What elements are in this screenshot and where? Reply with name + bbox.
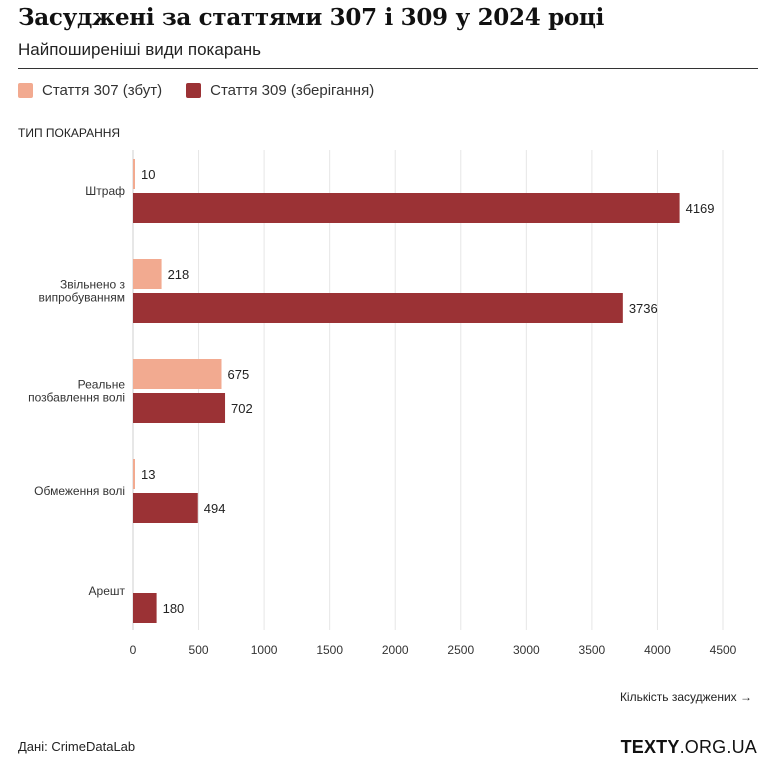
data-label: 494 (204, 501, 226, 516)
category-label: Арешт (89, 584, 126, 598)
brand-logo: TEXTY.ORG.UA (621, 737, 757, 758)
category-label: випробуванням (39, 291, 125, 305)
category-label: Звільнено з (60, 278, 125, 292)
data-label: 4169 (686, 201, 715, 216)
chart-title: Засуджені за статтями 307 і 309 у 2024 р… (18, 4, 605, 31)
category-label: Штраф (85, 184, 125, 198)
bar (133, 359, 222, 389)
data-label: 702 (231, 401, 253, 416)
brand-name: TEXTY (620, 737, 680, 757)
data-label: 218 (168, 267, 190, 282)
data-label: 675 (228, 367, 250, 382)
x-tick-label: 0 (130, 643, 137, 657)
bar (133, 459, 135, 489)
source-note: Дані: CrimeDataLab (18, 739, 136, 754)
bar (133, 293, 623, 323)
x-tick-label: 500 (189, 643, 209, 657)
data-label: 13 (141, 467, 155, 482)
category-label: позбавлення волі (28, 391, 125, 405)
x-tick-label: 3500 (579, 643, 606, 657)
bar (133, 593, 157, 623)
legend-label-309: Стаття 309 (зберігання) (210, 82, 375, 99)
legend-item-309: Стаття 309 (зберігання) (186, 82, 374, 99)
bar (133, 393, 226, 423)
y-axis-title: ТИП ПОКАРАННЯ (18, 126, 120, 140)
legend-swatch-307 (18, 83, 33, 98)
header-divider (18, 68, 758, 69)
bar (133, 493, 198, 523)
data-label: 180 (163, 601, 185, 616)
legend-item-307: Стаття 307 (збут) (18, 82, 162, 99)
bar (133, 193, 680, 223)
bar (133, 259, 162, 289)
x-tick-label: 3000 (513, 643, 540, 657)
x-tick-label: 1000 (251, 643, 278, 657)
x-tick-label: 1500 (316, 643, 343, 657)
brand-domain: .ORG.UA (679, 737, 757, 757)
x-tick-label: 4000 (644, 643, 671, 657)
x-tick-label: 4500 (710, 643, 737, 657)
data-label: 10 (141, 167, 155, 182)
legend-label-307: Стаття 307 (збут) (42, 82, 163, 99)
x-axis-title: Кількість засуджених → (620, 690, 752, 704)
legend: Стаття 307 (збут) Стаття 309 (зберігання… (18, 82, 398, 99)
x-tick-label: 2500 (447, 643, 474, 657)
bar (133, 159, 135, 189)
chart-subtitle: Найпоширеніші види покарань (18, 40, 261, 59)
x-tick-label: 2000 (382, 643, 409, 657)
category-label: Реальне (78, 378, 126, 392)
category-label: Обмеження волі (34, 484, 125, 498)
data-label: 3736 (629, 301, 658, 316)
legend-swatch-309 (186, 83, 202, 98)
